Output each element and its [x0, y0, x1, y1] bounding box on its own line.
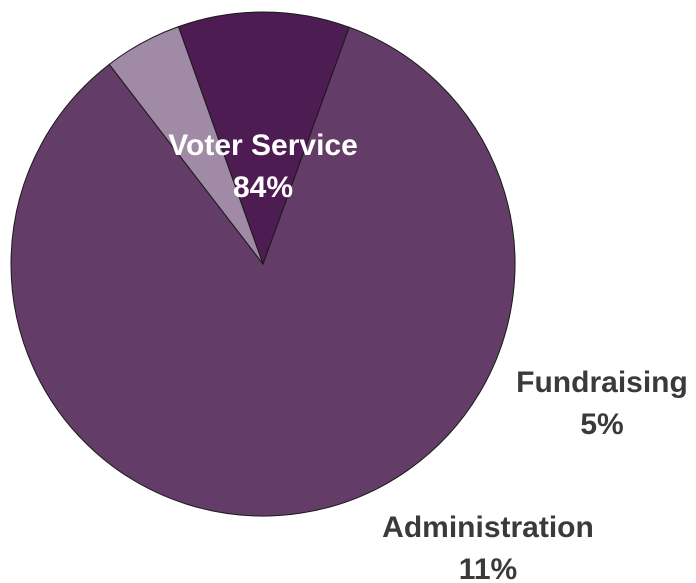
- slice-label-administration: Administration: [382, 511, 594, 544]
- slice-value-voter-service: 84%: [233, 171, 293, 204]
- slice-label-fundraising: Fundraising: [516, 366, 688, 399]
- slice-label-voter-service: Voter Service: [168, 129, 358, 162]
- slice-value-fundraising: 5%: [580, 408, 623, 441]
- slices-layer: [10, 11, 516, 517]
- slice-value-administration: 11%: [459, 553, 517, 583]
- pie-slice-administration: [177, 11, 350, 266]
- pie-slice-voter-service: [10, 26, 516, 517]
- labels-layer: Voter Service 84% Fundraising 5% Administrat…: [168, 129, 688, 583]
